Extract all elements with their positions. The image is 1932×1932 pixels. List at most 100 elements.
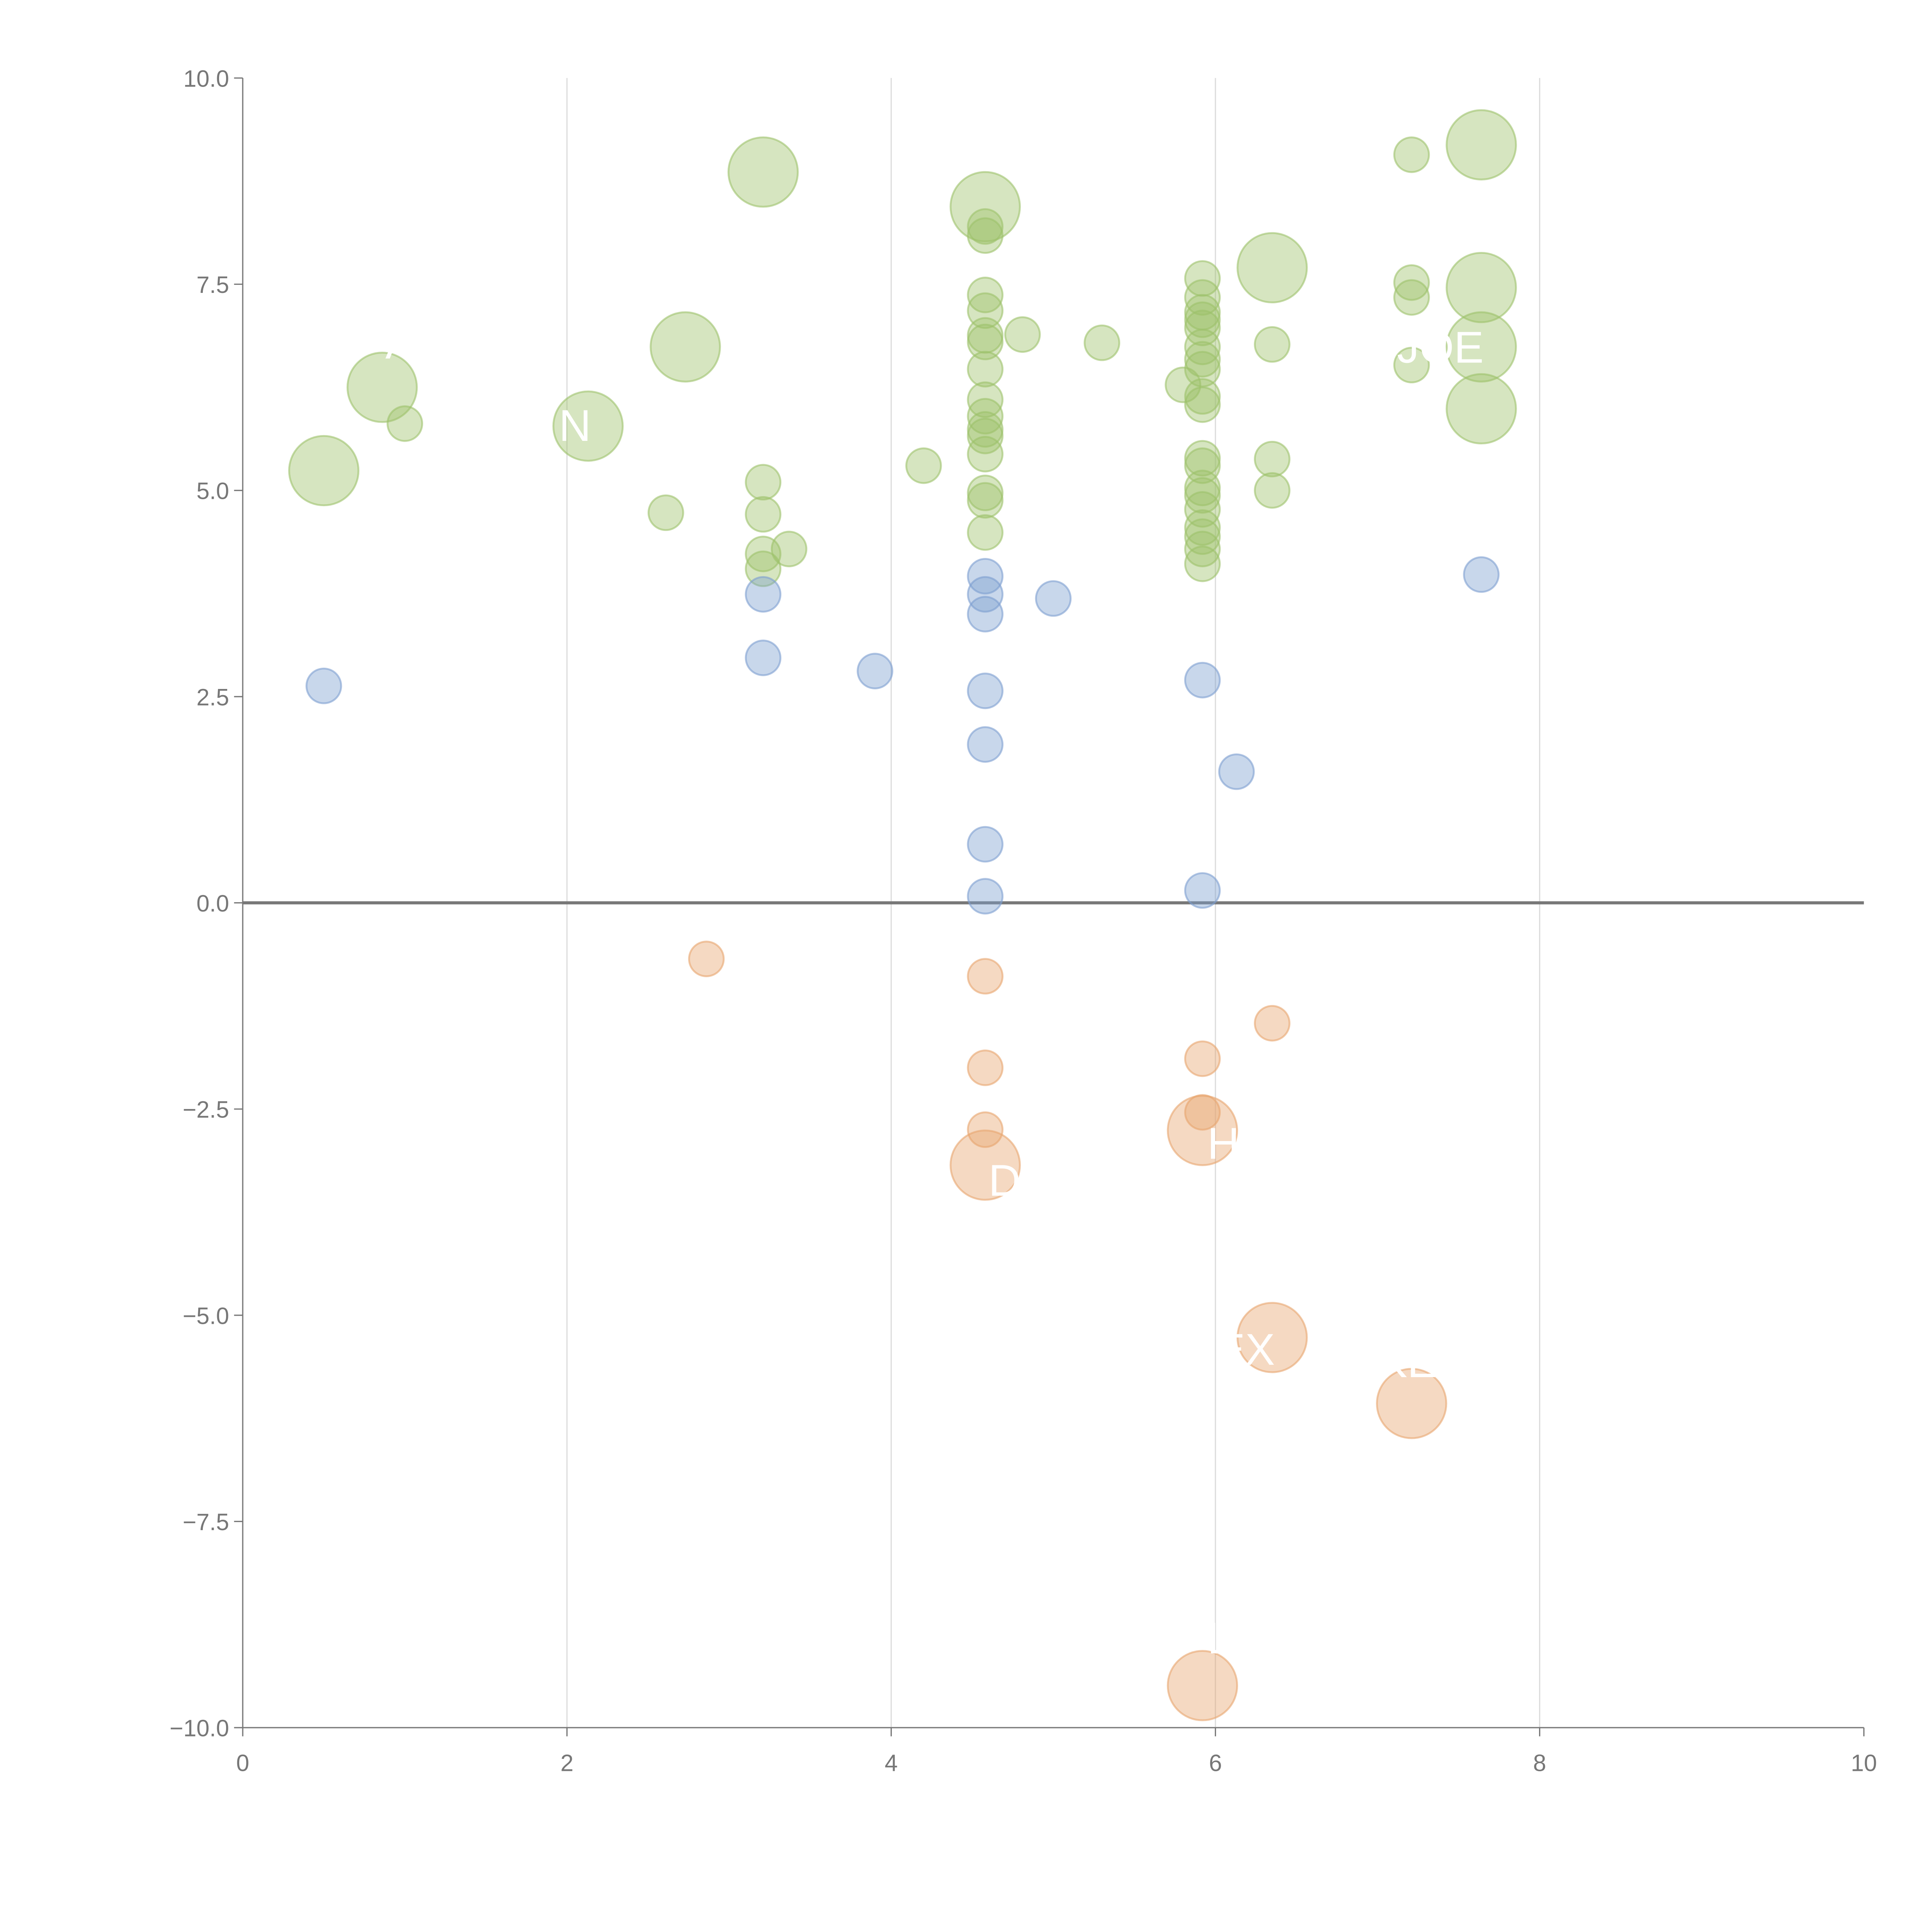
y-tick-label: 5.0 (196, 478, 229, 504)
negative-point (967, 958, 1004, 995)
x-tick-label: 10 (1851, 1750, 1877, 1776)
positive-high-point (967, 208, 1004, 245)
positive-low-point (967, 576, 1004, 613)
positive-high-point (1446, 109, 1517, 180)
positive-high-point (1184, 386, 1221, 423)
positive-low-point (745, 576, 782, 613)
positive-high-point (1165, 366, 1201, 403)
point-label: JOE (1397, 323, 1483, 372)
x-tick-label: 2 (560, 1750, 573, 1776)
y-tick-label: −10.0 (170, 1715, 229, 1742)
y-tick-label: 10.0 (183, 65, 229, 92)
positive-high-point (967, 514, 1004, 551)
positive-high-point (552, 390, 624, 462)
positive-high-point (727, 136, 799, 208)
point-label: A (385, 319, 415, 368)
positive-high-point (1184, 279, 1221, 316)
positive-low-point (967, 826, 1004, 863)
positive-high-point (967, 436, 1004, 473)
positive-high-point (967, 398, 1004, 435)
negative-point (1184, 1040, 1221, 1077)
positive-high-point (1083, 324, 1121, 361)
x-tick-label: 0 (236, 1750, 249, 1776)
point-label: N (559, 401, 591, 451)
positive-high-point (1393, 347, 1430, 384)
x-tick-label: 4 (884, 1750, 898, 1776)
positive-low-point (1463, 556, 1500, 593)
positive-high-point (386, 405, 423, 442)
negative-point (1376, 1368, 1447, 1439)
positive-high-point (905, 447, 942, 484)
negative-point (949, 1129, 1021, 1201)
axes: 0 2 4 6 8 10 −10.0 −7.5 −5.0 −2.5 0.0 2.5 5.0 7.5 10.0 (170, 65, 1877, 1776)
positive-high-point (1446, 373, 1517, 445)
positive-high-point (1184, 531, 1221, 568)
positive-high-point (745, 464, 782, 501)
positive-high-point (346, 352, 418, 423)
y-tick-label: 7.5 (196, 272, 229, 298)
x-tick-label: 6 (1209, 1750, 1222, 1776)
positive-high-point (1184, 509, 1221, 546)
positive-high-point (967, 351, 1004, 388)
positive-high-point (1184, 545, 1221, 582)
positive-high-point (1446, 252, 1517, 323)
y-tick-label: 0.0 (196, 890, 229, 917)
positive-high-point (745, 550, 782, 587)
positive-high-point (1393, 264, 1430, 301)
negative-point (1254, 1005, 1291, 1042)
positive-high-point (967, 482, 1004, 519)
positive-low-point (745, 639, 782, 676)
positive-high-point (1393, 279, 1430, 316)
positive-high-point (1254, 472, 1291, 509)
point-label: L (1208, 1614, 1232, 1663)
point-label: KE (1378, 1337, 1437, 1387)
positive-high-point (1184, 328, 1221, 366)
positive-high-point (1184, 477, 1221, 514)
point-label: EX (1216, 1325, 1275, 1374)
positive-high-point (967, 217, 1004, 254)
negative-point (967, 1049, 1004, 1086)
positive-low-point (1218, 753, 1255, 790)
positive-high-point (1184, 341, 1221, 378)
y-tick-label: −2.5 (183, 1097, 229, 1123)
positive-high-point (650, 311, 721, 383)
positive-high-point (967, 323, 1004, 361)
y-tick-label: 2.5 (196, 684, 229, 710)
y-tick-label: −5.0 (183, 1303, 229, 1329)
positive-high-point (1236, 232, 1308, 304)
positive-high-point (1184, 301, 1221, 338)
annotations: A N JOE D H EX KE L (385, 319, 1483, 1663)
positive-high-point (1184, 310, 1221, 346)
positive-low-point (305, 667, 342, 704)
negative-point (688, 940, 725, 977)
positive-high-point (1184, 469, 1221, 507)
positive-low-point (1184, 872, 1221, 909)
positive-low-point (967, 726, 1004, 763)
positive-high-point (647, 494, 684, 531)
positive-high-point (288, 435, 360, 507)
positive-high-point (745, 496, 782, 533)
positive-high-point (770, 531, 808, 568)
positive-low-point (1184, 662, 1221, 699)
positive-high-point (967, 277, 1004, 313)
positive-high-point (967, 474, 1004, 511)
positive-low-point (1035, 580, 1072, 617)
positive-high-point (1004, 316, 1041, 353)
positive-low-point (967, 672, 1004, 709)
positive-high-point (1184, 378, 1221, 415)
positive-low-point (967, 596, 1004, 633)
positive-high-point (1184, 518, 1221, 555)
point-label: H (1208, 1119, 1240, 1168)
x-tick-label: 8 (1533, 1750, 1546, 1776)
positive-high-point (1184, 447, 1221, 484)
negative-point (1167, 1095, 1238, 1166)
positive-low-point (857, 653, 893, 689)
data-points (288, 109, 1517, 1721)
negative-point (1236, 1302, 1308, 1373)
positive-high-point (1446, 311, 1517, 383)
positive-high-point (1254, 440, 1291, 478)
positive-high-point (1184, 440, 1221, 477)
y-tick-label: −7.5 (183, 1509, 229, 1535)
